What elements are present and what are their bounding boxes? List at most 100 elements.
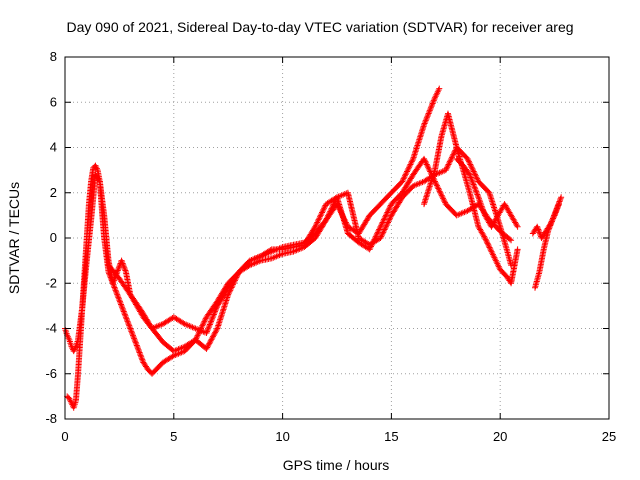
data-point	[445, 161, 452, 168]
data-point	[329, 204, 336, 211]
data-point	[534, 223, 541, 230]
data-point	[484, 240, 491, 247]
data-point	[204, 343, 211, 350]
data-point	[446, 158, 453, 165]
data-point	[408, 160, 415, 167]
data-point	[315, 216, 322, 223]
data-point	[367, 244, 374, 251]
data-point	[380, 216, 387, 223]
data-point	[376, 225, 383, 232]
data-point	[487, 247, 494, 254]
data-point	[324, 214, 331, 221]
data-point	[551, 212, 558, 219]
data-point	[482, 236, 489, 243]
data-point	[448, 155, 455, 162]
data-point	[406, 164, 413, 171]
axis-ticks	[64, 56, 610, 420]
data-point	[331, 198, 338, 205]
data-point	[485, 243, 492, 250]
data-point	[137, 350, 144, 357]
data-point	[114, 292, 121, 299]
data-point	[434, 184, 441, 191]
data-point	[106, 270, 113, 277]
data-point	[317, 212, 324, 219]
x-tick-label: 15	[384, 429, 398, 444]
data-point	[327, 208, 334, 215]
data-point	[438, 192, 445, 199]
data-point	[232, 276, 239, 283]
data-point	[107, 273, 114, 280]
data-point	[553, 208, 560, 215]
data-point	[470, 167, 476, 174]
data-point	[124, 317, 131, 324]
data-series	[453, 155, 521, 230]
data-point	[382, 223, 389, 230]
data-point	[508, 237, 515, 244]
data-point	[125, 319, 132, 326]
data-point	[474, 192, 481, 199]
data-point	[444, 162, 451, 169]
data-point	[437, 189, 444, 196]
data-point	[227, 285, 234, 292]
data-point	[471, 169, 478, 176]
data-point	[118, 257, 125, 264]
data-point	[514, 246, 521, 253]
data-point	[472, 171, 479, 178]
data-point	[330, 201, 337, 208]
y-tick-label: 8	[50, 49, 57, 64]
data-point	[377, 223, 384, 230]
data-point	[433, 182, 440, 189]
data-point	[429, 100, 436, 107]
data-point	[481, 235, 488, 241]
data-point	[465, 157, 472, 164]
data-point	[422, 119, 429, 126]
data-point	[468, 164, 475, 171]
data-point	[376, 226, 383, 233]
data-point	[120, 307, 127, 314]
data-series	[529, 201, 562, 241]
data-point	[474, 191, 481, 198]
data-point	[122, 312, 129, 319]
data-point	[444, 164, 451, 171]
data-point	[449, 152, 456, 159]
data-point	[466, 171, 473, 178]
data-point	[208, 318, 215, 325]
data-point	[382, 225, 389, 232]
data-point	[127, 326, 134, 333]
data-point	[430, 97, 437, 104]
data-point	[106, 271, 113, 278]
data-point	[320, 206, 327, 213]
data-point	[121, 266, 128, 273]
data-point	[206, 322, 213, 329]
data-point	[207, 339, 214, 346]
data-point	[317, 213, 323, 220]
data-point	[468, 175, 475, 182]
data-point	[472, 187, 479, 194]
data-point	[209, 314, 216, 321]
data-point	[438, 191, 445, 198]
data-point	[409, 157, 416, 164]
data-point	[425, 110, 432, 117]
data-point	[225, 290, 232, 297]
x-tick-label: 10	[275, 429, 289, 444]
data-point	[403, 169, 410, 176]
data-point	[318, 210, 325, 217]
data-point	[474, 175, 481, 182]
data-point	[138, 355, 145, 362]
data-point	[468, 177, 475, 184]
data-point	[402, 171, 409, 178]
data-point	[205, 325, 212, 332]
data-point	[123, 315, 130, 322]
data-point	[514, 223, 521, 230]
data-point	[116, 298, 123, 305]
data-point	[402, 172, 408, 179]
data-point	[436, 188, 443, 195]
data-point	[406, 162, 413, 169]
data-point	[119, 304, 126, 311]
data-point	[325, 212, 332, 219]
data-point	[424, 162, 431, 169]
data-point	[378, 233, 385, 240]
data-point	[130, 332, 136, 339]
data-point	[384, 220, 391, 227]
data-point	[535, 226, 542, 233]
